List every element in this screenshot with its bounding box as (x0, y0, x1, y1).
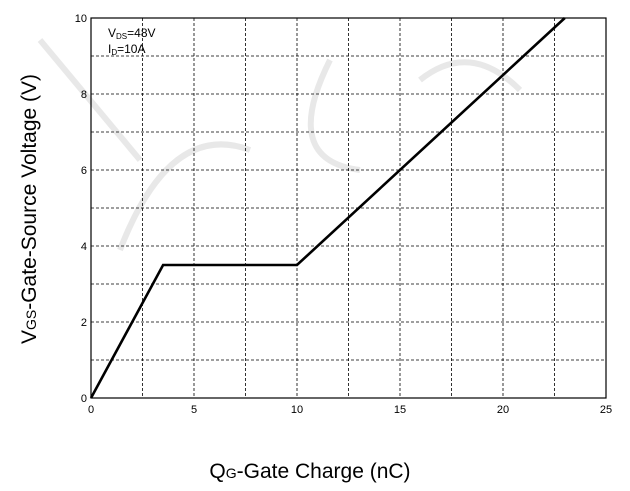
series-line (89, 17, 566, 399)
grid-lines (91, 18, 606, 398)
x-tick-label: 0 (88, 404, 94, 416)
y-tick-label: 10 (75, 13, 87, 25)
watermark (37, 38, 523, 252)
x-tick-label: 10 (291, 404, 303, 416)
annotation-id: ID=10A (108, 42, 145, 57)
y-tick-label: 0 (81, 393, 87, 405)
y-tick-label: 4 (81, 241, 87, 253)
x-tick-label: 20 (497, 404, 509, 416)
y-tick-label: 2 (81, 317, 87, 329)
x-axis-label: QG-Gate Charge (nC) (209, 460, 410, 483)
x-tick-labels: 0 5 10 15 20 25 (88, 404, 612, 416)
y-tick-label: 6 (81, 165, 87, 177)
y-tick-labels: 0 2 4 6 8 10 (75, 13, 87, 405)
x-tick-label: 5 (191, 404, 197, 416)
annotation-vds: VDS=48V (108, 26, 156, 41)
plot-frame (90, 17, 607, 399)
x-tick-label: 25 (600, 404, 612, 416)
y-tick-label: 8 (81, 89, 87, 101)
x-tick-label: 15 (394, 404, 406, 416)
y-axis-label: VGS-Gate-Source Voltage (V) (18, 74, 41, 344)
